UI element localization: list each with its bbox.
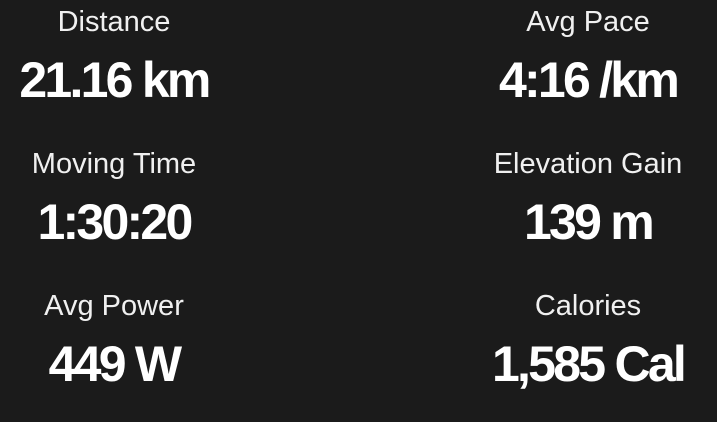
stat-label-distance: Distance: [57, 6, 171, 38]
stat-elevation-gain: Elevation Gain 139 m: [488, 144, 688, 250]
stat-value-moving-time: 1:30:20: [37, 194, 193, 250]
stat-value-calories: 1,585 Cal: [491, 336, 687, 392]
activity-stats-grid: Distance 21.16 km Avg Pace 4:16 /km Movi…: [14, 2, 688, 392]
stat-label-avg-pace: Avg Pace: [526, 6, 650, 38]
stat-value-avg-power: 449 W: [48, 336, 183, 392]
stat-label-moving-time: Moving Time: [31, 148, 197, 180]
stat-label-avg-power: Avg Power: [44, 290, 184, 322]
stat-value-avg-pace: 4:16 /km: [498, 52, 680, 108]
stat-label-elevation-gain: Elevation Gain: [493, 148, 683, 180]
stat-avg-power: Avg Power 449 W: [14, 286, 214, 392]
stat-value-distance: 21.16 km: [19, 52, 211, 108]
stat-moving-time: Moving Time 1:30:20: [14, 144, 214, 250]
stat-avg-pace: Avg Pace 4:16 /km: [488, 2, 688, 108]
stat-calories: Calories 1,585 Cal: [488, 286, 688, 392]
stat-value-elevation-gain: 139 m: [523, 194, 655, 250]
stat-label-calories: Calories: [534, 290, 642, 322]
stat-distance: Distance 21.16 km: [14, 2, 214, 108]
